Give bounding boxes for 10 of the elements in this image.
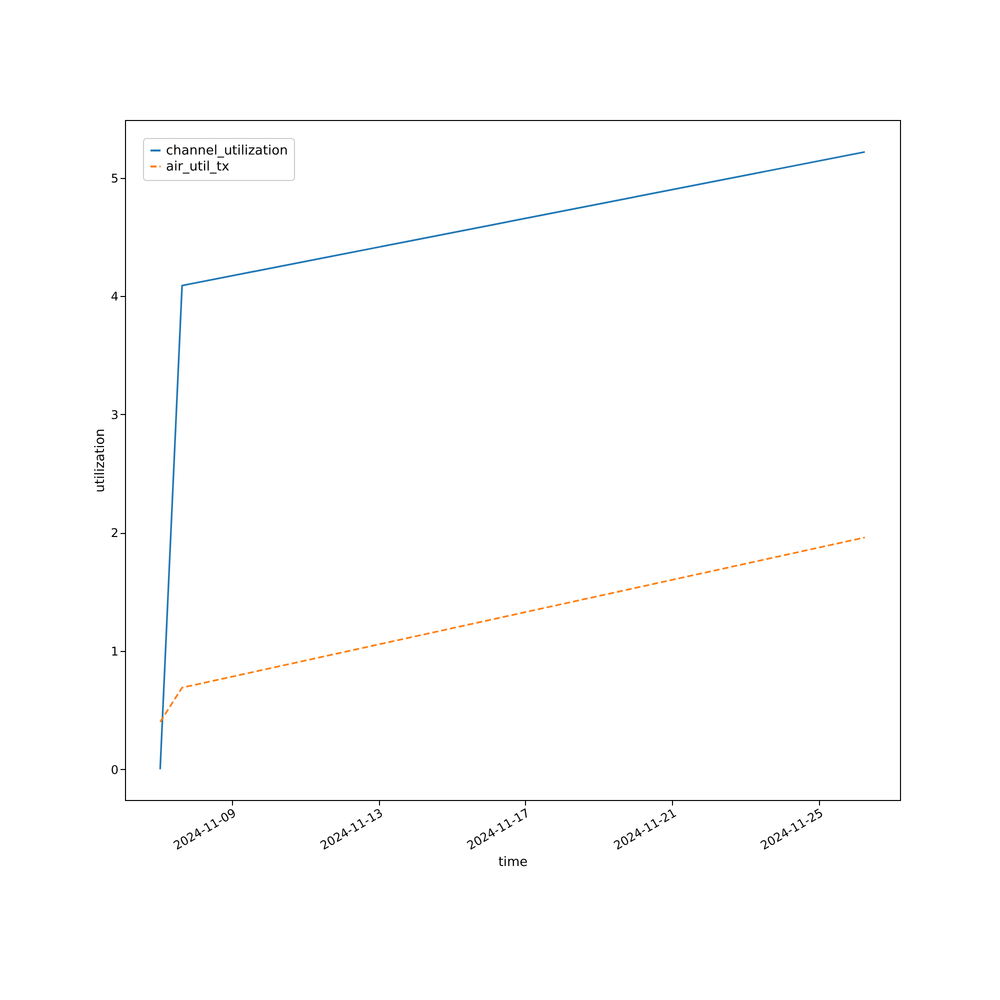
legend-label: air_util_tx (166, 160, 230, 174)
y-tick-label: 5 (110, 171, 118, 186)
y-tick-label: 2 (110, 526, 118, 540)
y-axis-title: utilization (92, 428, 108, 492)
y-tick-label: 3 (110, 408, 118, 422)
y-tick-label: 0 (110, 762, 118, 777)
y-tick-label: 1 (110, 644, 118, 658)
x-axis-title: time (498, 854, 528, 870)
legend-label: channel_utilization (166, 144, 288, 158)
y-tick-label: 4 (110, 290, 118, 304)
